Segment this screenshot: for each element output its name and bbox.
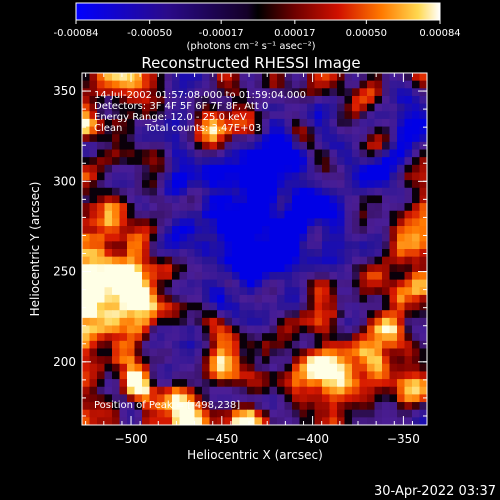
- colorbar-tick-label: -0.00084: [54, 28, 99, 39]
- colorbar: -0.00084 -0.00050 -0.00017 0.00017 0.00050 0.…: [54, 2, 461, 52]
- plot-title: Reconstructed RHESSI Image: [141, 54, 360, 72]
- y-tick-label: 350: [53, 84, 76, 98]
- footer-timestamp: 30-Apr-2022 03:37: [374, 484, 496, 499]
- peak-position-text: Position of Peak = [-498,238]: [94, 400, 240, 411]
- colorbar-tick-label: 0.00084: [419, 28, 460, 39]
- colorbar-ticks: -0.00084 -0.00050 -0.00017 0.00017 0.00050 0.…: [54, 20, 461, 39]
- colorbar-tick-label: 0.00050: [346, 28, 387, 39]
- total-counts-text: Total counts: 3.47E+03: [144, 123, 261, 134]
- colorbar-units-label: (photons cm⁻² s⁻¹ asec⁻²): [186, 41, 315, 52]
- colorbar-tick-label: -0.00050: [127, 28, 172, 39]
- y-tick-label: 200: [53, 355, 76, 369]
- colorbar-tick-label: -0.00017: [199, 28, 244, 39]
- time-range-text: 14-Jul-2002 01:57:08.000 to 01:59:04.000: [94, 90, 306, 101]
- x-tick-label: −450: [205, 432, 238, 446]
- energy-range-text: Energy Range: 12.0 - 25.0 keV: [94, 112, 247, 123]
- plot-frame: [81, 72, 428, 426]
- x-axis-label: Heliocentric X (arcsec): [187, 448, 323, 462]
- colorbar-tick-label: 0.00017: [274, 28, 315, 39]
- x-tick-label: −500: [115, 432, 148, 446]
- axis-ticks: −500 −450 −400 −350 200 250 300 350: [53, 72, 427, 446]
- image-info: 14-Jul-2002 01:57:08.000 to 01:59:04.000…: [94, 90, 306, 411]
- y-axis-label: Heliocentric Y (arcsec): [28, 182, 42, 317]
- y-tick-label: 300: [53, 174, 76, 188]
- colorbar-strip: [75, 2, 441, 21]
- rhessi-image: [82, 73, 427, 425]
- x-tick-label: −400: [296, 432, 329, 446]
- y-tick-label: 250: [53, 265, 76, 279]
- x-tick-label: −350: [387, 432, 420, 446]
- detectors-text: Detectors: 3F 4F 5F 6F 7F 8F, Att 0: [94, 101, 268, 112]
- method-text: Clean: [94, 123, 122, 134]
